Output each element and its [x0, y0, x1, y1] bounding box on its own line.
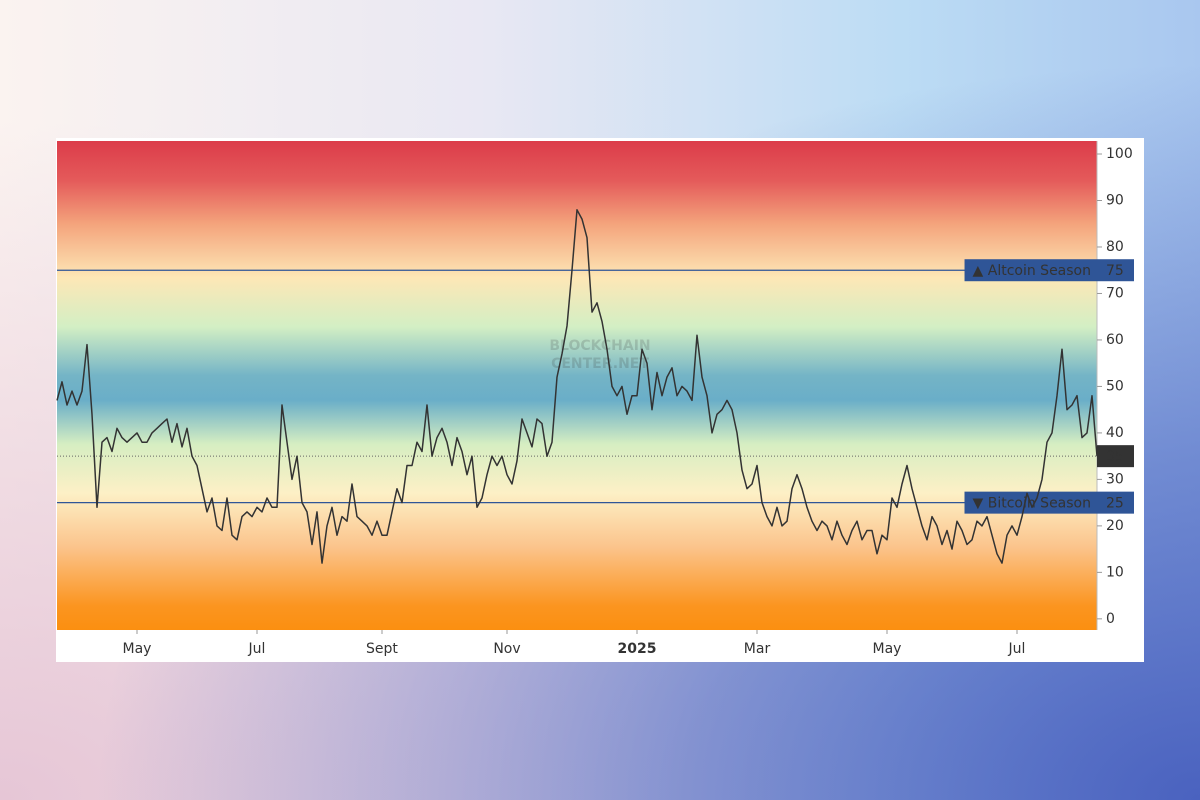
y-tick-label: 10	[1106, 564, 1124, 580]
x-tick-label: May	[123, 641, 152, 657]
y-tick-label: 100	[1106, 146, 1133, 162]
data-line	[56, 209, 1098, 564]
plot-background	[57, 141, 1097, 630]
x-tick-label: Nov	[493, 641, 520, 657]
x-tick-label: May	[873, 641, 902, 657]
y-tick-label: 90	[1106, 192, 1124, 208]
x-tick-label: Mar	[744, 641, 771, 657]
y-tick-label: 20	[1106, 518, 1124, 534]
current-value-box	[1097, 445, 1134, 468]
reference-value-box	[1097, 259, 1134, 282]
reference-label-box	[964, 259, 1097, 282]
watermark: BLOCKCHAIN CENTER.NET	[549, 338, 650, 372]
reference-label: ▲ Altcoin Season	[973, 263, 1091, 279]
reference-label: ▼ Bitcoin Season	[973, 496, 1092, 512]
y-tick-label: 40	[1106, 425, 1124, 441]
x-tick-label: 2025	[618, 641, 657, 657]
y-tick-label: 60	[1106, 332, 1124, 348]
y-tick-label: 50	[1106, 378, 1124, 394]
reference-value-box	[1097, 491, 1134, 514]
reference-value: 25	[1106, 496, 1124, 512]
reference-value: 75	[1106, 263, 1124, 279]
current-value: 35	[1106, 449, 1124, 465]
watermark-text: CENTER.NET	[551, 356, 649, 372]
y-tick-label: 80	[1106, 239, 1124, 255]
y-tick-label: 0	[1106, 611, 1115, 627]
x-tick-label: Sept	[366, 641, 398, 657]
x-tick-label: Jul	[248, 641, 266, 657]
y-tick-label: 30	[1106, 471, 1124, 487]
watermark-text: BLOCKCHAIN	[549, 338, 650, 354]
x-tick-label: Jul	[1008, 641, 1026, 657]
y-tick-label: 70	[1106, 285, 1124, 301]
